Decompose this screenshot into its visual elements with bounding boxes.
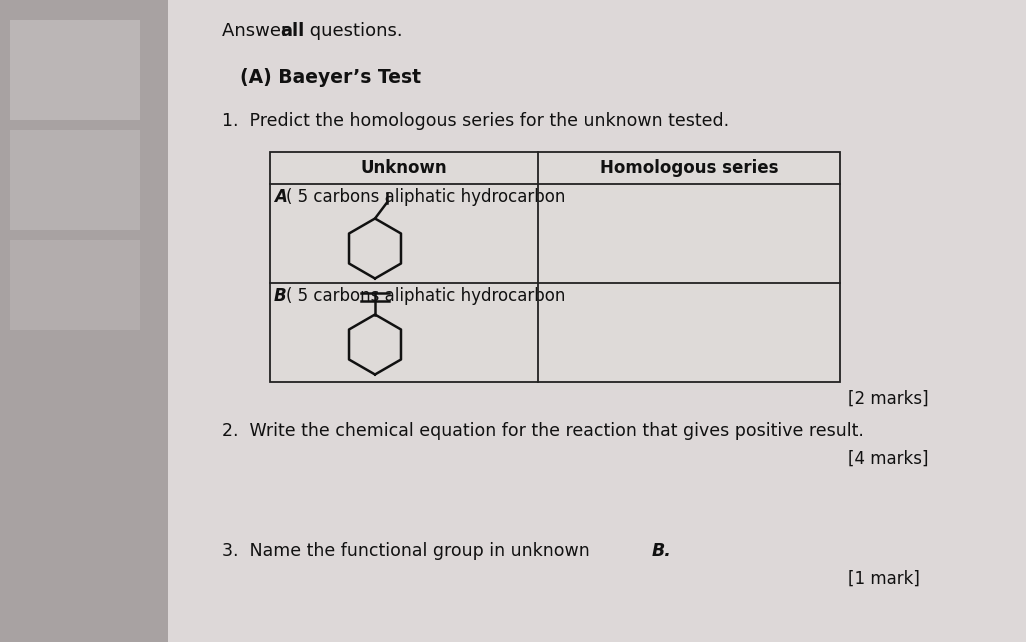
Text: 1.  Predict the homologous series for the unknown tested.: 1. Predict the homologous series for the… (222, 112, 729, 130)
Bar (168, 0, 1026, 642)
Text: A: A (274, 188, 287, 206)
Text: Answer: Answer (222, 22, 294, 40)
Text: 2.  Write the chemical equation for the reaction that gives positive result.: 2. Write the chemical equation for the r… (222, 422, 864, 440)
Text: [1 mark]: [1 mark] (849, 570, 920, 588)
Bar (0, 0, 168, 642)
Bar (10, 130, 140, 230)
Text: [4 marks]: [4 marks] (849, 450, 929, 468)
Bar (10, 20, 140, 120)
Text: ( 5 carbons aliphatic hydrocarbon: ( 5 carbons aliphatic hydrocarbon (286, 188, 565, 206)
Text: B.: B. (652, 542, 672, 560)
Text: ( 5 carbons aliphatic hydrocarbon: ( 5 carbons aliphatic hydrocarbon (286, 287, 565, 305)
Text: [2 marks]: [2 marks] (849, 390, 929, 408)
Text: (A) Baeyer’s Test: (A) Baeyer’s Test (240, 68, 421, 87)
Bar (10, 240, 140, 330)
Text: B: B (274, 287, 286, 305)
Text: 3.  Name the functional group in unknown: 3. Name the functional group in unknown (222, 542, 595, 560)
Text: Homologous series: Homologous series (600, 159, 778, 177)
Text: Unknown: Unknown (360, 159, 447, 177)
Text: all: all (280, 22, 305, 40)
Bar (270, 152, 840, 382)
Text: questions.: questions. (304, 22, 402, 40)
